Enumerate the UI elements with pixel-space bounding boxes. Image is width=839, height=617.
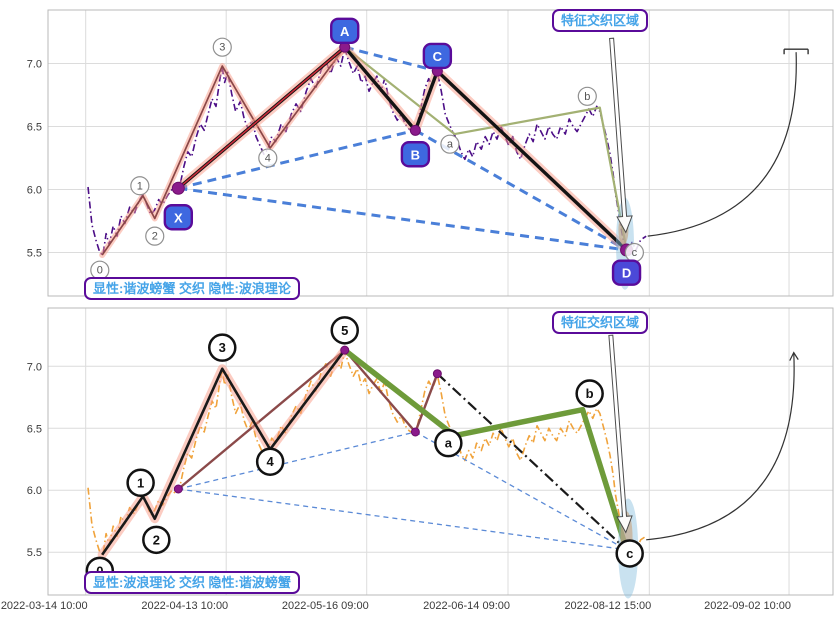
- top-wave-impulse: [101, 46, 346, 256]
- bottom-marker-dot-X: [173, 484, 183, 494]
- bottom-y-tick-label: 5.5: [27, 547, 42, 559]
- x-tick-label: 2022-06-14 09:00: [423, 600, 510, 612]
- top-y-tick-label: 6.5: [27, 122, 42, 134]
- bottom-wave-circle-b: [575, 379, 604, 408]
- top-wave-circle-4: [258, 148, 278, 168]
- top-point-label-box-X: [163, 204, 194, 231]
- bottom-leg-CD-dashdot: [436, 372, 628, 551]
- bottom-leg-BC: [414, 373, 439, 433]
- top-leg-BC: [413, 70, 439, 131]
- bottom-marker-dot-B: [410, 427, 420, 437]
- top-dashed-AC: [344, 45, 438, 73]
- top-point-label-box-C: [422, 42, 453, 70]
- top-wave-corrective: [344, 46, 628, 251]
- top-point-label-text-B: B: [411, 147, 420, 162]
- top-wave-circle-text-c: c: [632, 247, 638, 259]
- bottom-wave-circle-c: [615, 539, 644, 568]
- bottom-wave-circle-text-b: b: [586, 386, 594, 401]
- top-y-tick-label: 5.5: [27, 248, 42, 260]
- bottom-wave-circle-text-3: 3: [219, 340, 226, 355]
- zone-label-bottom: 特征交织区域: [552, 311, 649, 334]
- zone-label-top: 特征交织区域: [552, 9, 649, 32]
- top-marker-dot-X: [171, 181, 185, 195]
- bottom-wave-circle-text-0: 0: [96, 563, 103, 578]
- top-point-label-text-D: D: [622, 266, 631, 281]
- top-dashed-XB: [177, 128, 416, 190]
- bottom-y-tick-label: 7.0: [27, 361, 42, 373]
- top-leg-AB: [343, 46, 417, 132]
- bottom-wave-circle-text-5: 5: [341, 323, 348, 338]
- top-point-label-box-A: [330, 17, 360, 44]
- top-wave-circle-1: [130, 176, 150, 196]
- top-panel-border: [47, 9, 834, 297]
- top-wave-circle-2: [145, 226, 165, 246]
- top-point-label-box-D: [611, 259, 642, 286]
- bottom-arc-arrowhead: [789, 351, 799, 361]
- bottom-leg-XA: [177, 349, 346, 490]
- top-wave-circle-text-0: 0: [97, 265, 103, 277]
- bottom-price-line: [87, 350, 647, 556]
- x-tick-label: 2022-05-16 09:00: [282, 600, 369, 612]
- bottom-wave-circle-3: [208, 333, 237, 362]
- bottom-wave-circle-text-a: a: [445, 436, 453, 451]
- x-tick-label: 2022-08-12 15:00: [564, 600, 651, 612]
- x-tick-label: 2022-03-14 10:00: [1, 600, 88, 612]
- top-point-label-box-B: [400, 141, 431, 168]
- top-wave-circle-text-3: 3: [219, 42, 225, 54]
- top-arc-bracket-cap: [783, 48, 809, 55]
- bottom-marker-dot-C: [432, 369, 442, 379]
- bottom-panel-border: [47, 307, 834, 596]
- bottom-leg-AB: [343, 349, 417, 433]
- bottom-wave-corrective: [343, 347, 630, 551]
- top-point-label-text-X: X: [174, 210, 183, 225]
- bottom-marker-dot-A: [340, 345, 350, 355]
- bottom-wave-circle-text-c: c: [626, 546, 633, 561]
- top-dashed-BD: [414, 129, 628, 252]
- top-leg-CD: [436, 69, 628, 252]
- top-white-arrow: [609, 37, 633, 234]
- top-y-tick-label: 7.0: [27, 59, 42, 71]
- bottom-wave-circle-4: [255, 447, 285, 476]
- top-y-tick-label: 6.0: [27, 185, 42, 197]
- top-wave-circle-3: [212, 37, 232, 57]
- x-tick-label: 2022-09-02 10:00: [704, 600, 791, 612]
- bottom-wave-circle-1: [126, 468, 155, 498]
- bottom-wave-circle-5: [330, 316, 359, 345]
- caption-top-panel: 显性:谐波螃蟹 交织 隐性:波浪理论: [84, 277, 300, 300]
- top-wave-circle-a: [440, 134, 460, 154]
- top-leg-XA-overlay: [177, 46, 346, 189]
- bottom-dashed-XB: [178, 431, 416, 490]
- bottom-wave-circle-text-4: 4: [267, 454, 275, 469]
- top-projection-arc: [647, 52, 797, 237]
- bottom-wave-circle-a: [434, 428, 463, 458]
- bottom-projection-arc: [646, 352, 795, 541]
- bottom-y-tick-label: 6.5: [27, 423, 42, 435]
- top-wave-circle-text-b: b: [584, 91, 590, 103]
- top-wave-circle-text-4: 4: [265, 153, 271, 165]
- bottom-dashed-XD: [178, 488, 627, 551]
- bottom-wave-circle-2: [142, 525, 171, 555]
- top-wave-circle-text-a: a: [447, 139, 454, 151]
- bottom-wave-impulse: [101, 349, 346, 556]
- caption-bottom-panel: 显性:波浪理论 交织 隐性:谐波螃蟹: [84, 571, 300, 594]
- bottom-white-arrow: [608, 334, 633, 534]
- top-wave-circle-text-2: 2: [152, 231, 158, 243]
- x-tick-label: 2022-04-13 10:00: [141, 600, 228, 612]
- top-dashed-XD: [178, 186, 627, 252]
- bottom-y-tick-label: 6.0: [27, 485, 42, 497]
- bottom-wave-circle-text-2: 2: [153, 532, 160, 547]
- top-marker-dot-B: [409, 124, 421, 136]
- top-wave-circle-b: [577, 86, 597, 106]
- top-point-label-text-C: C: [433, 49, 443, 64]
- top-wave-circle-text-1: 1: [137, 180, 143, 192]
- top-point-label-text-A: A: [340, 24, 350, 39]
- bottom-wave-circle-text-1: 1: [137, 475, 144, 490]
